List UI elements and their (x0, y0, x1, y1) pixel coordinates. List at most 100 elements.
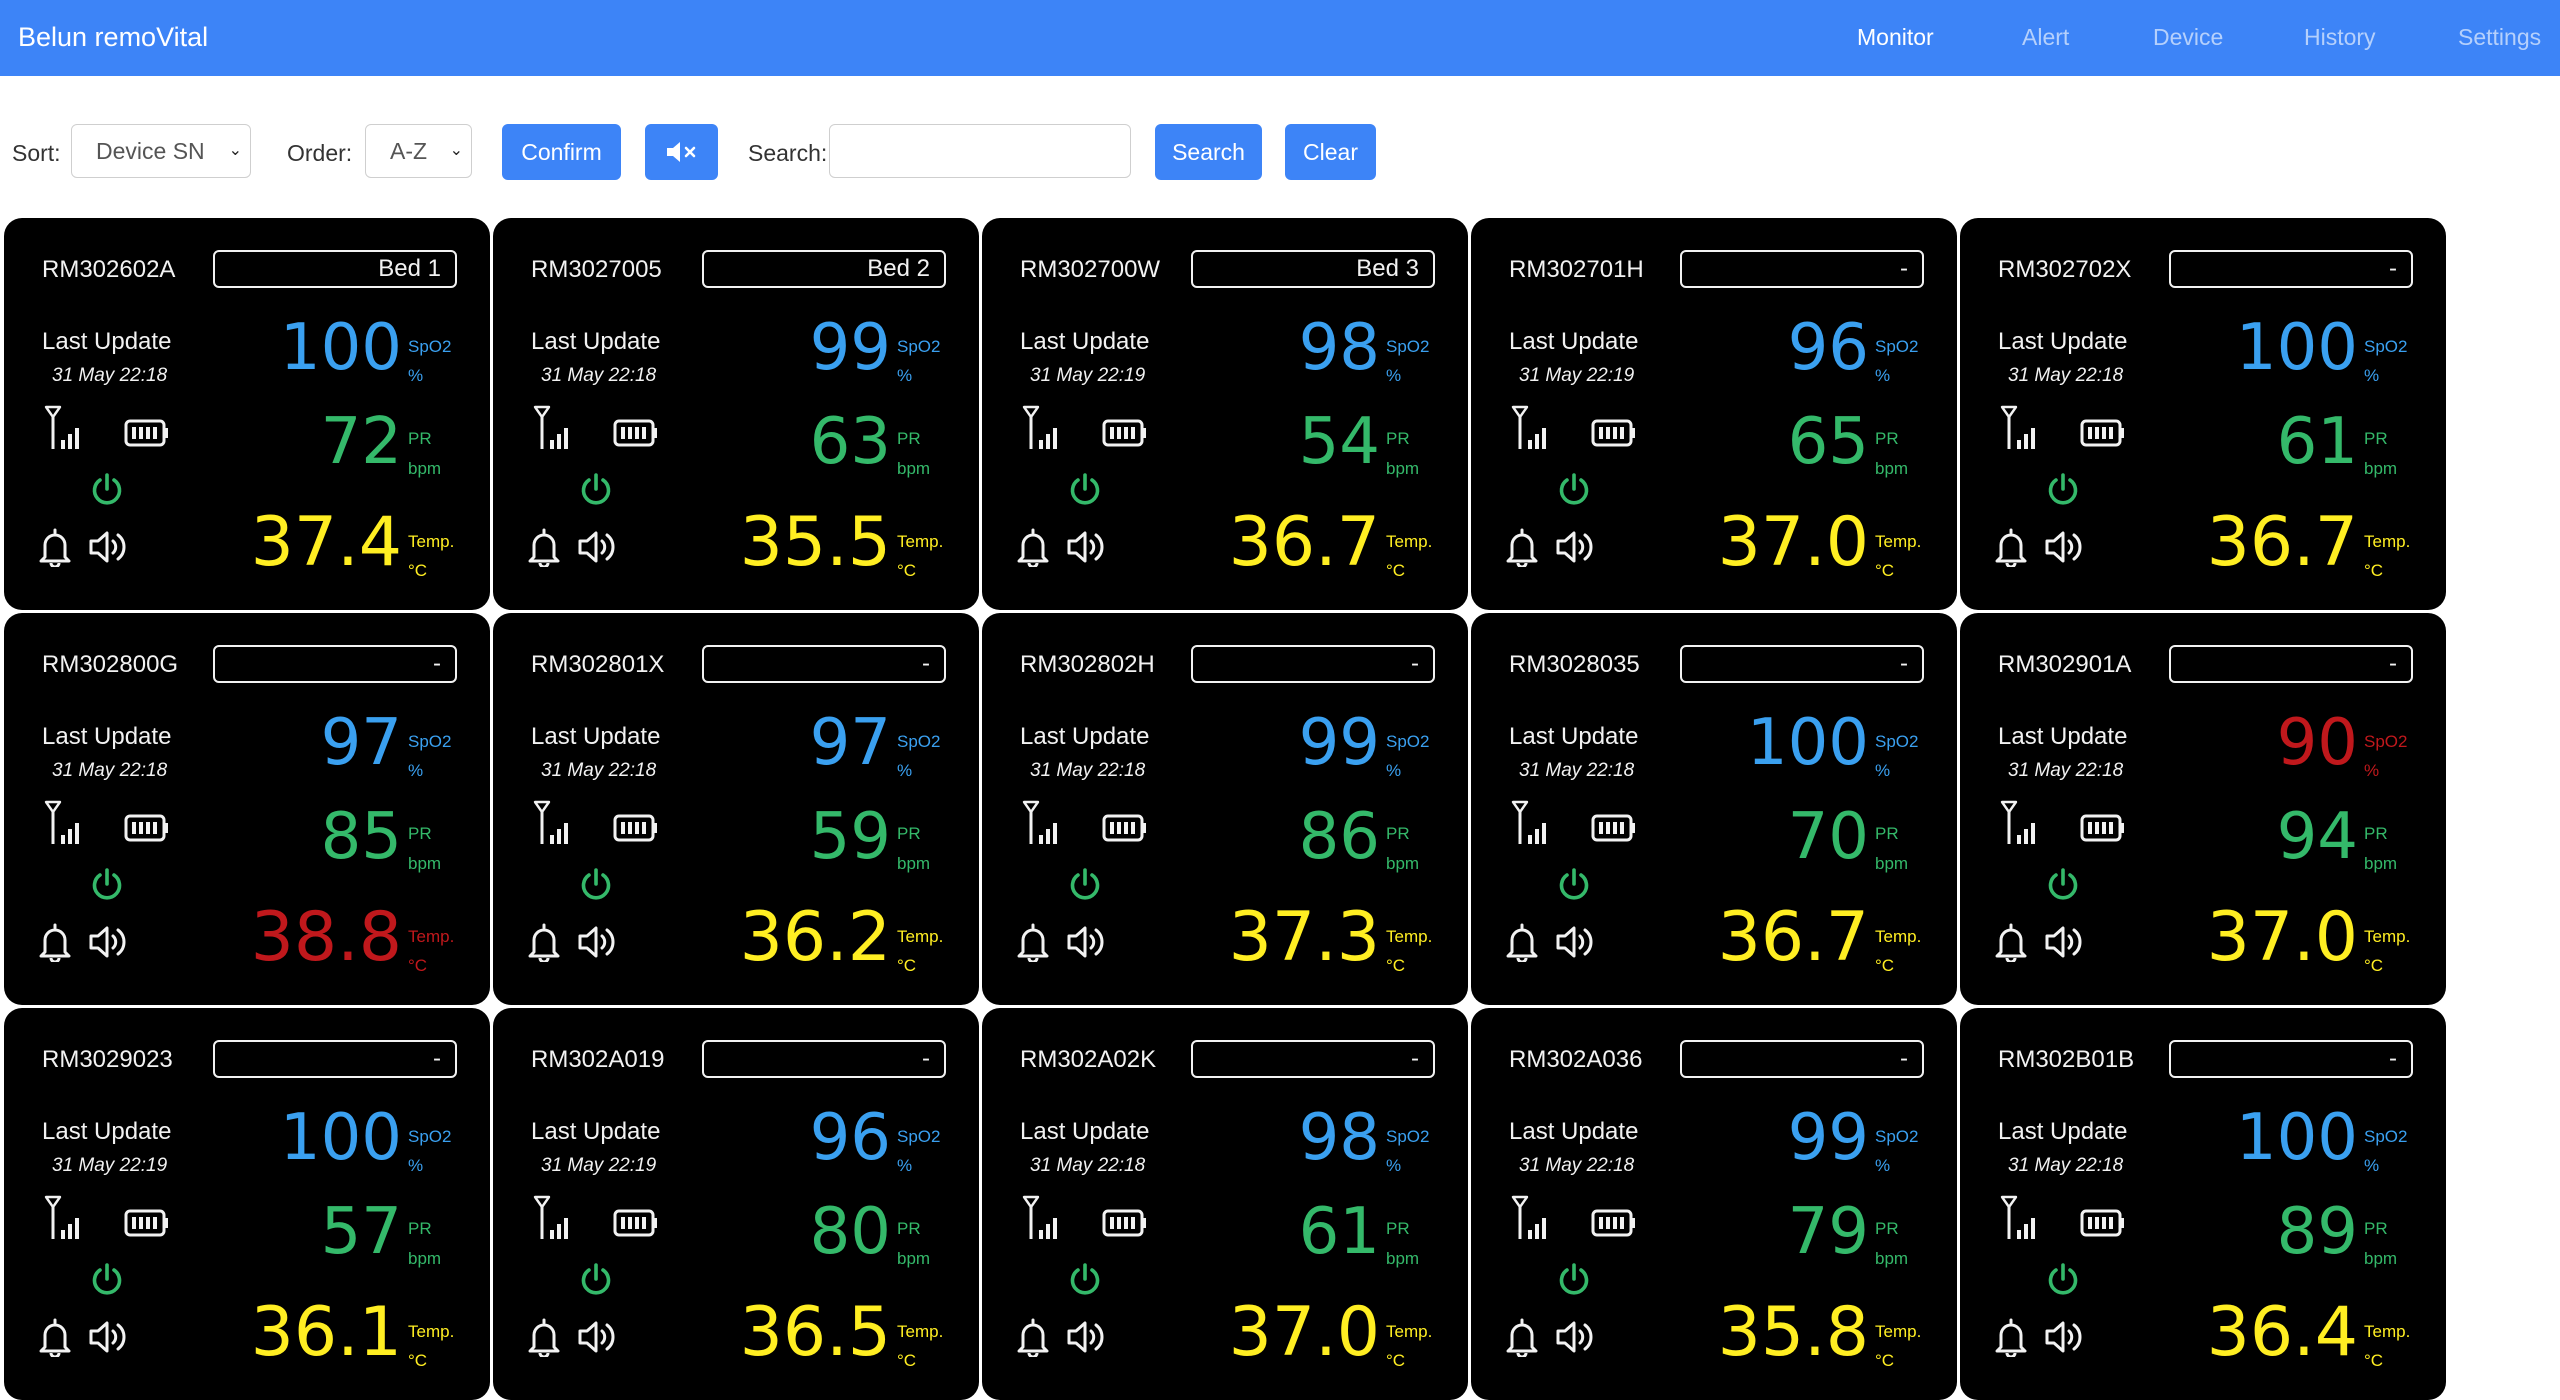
bell-icon[interactable] (1994, 1317, 2028, 1357)
device-sn: RM302901A (1998, 651, 2132, 678)
signal-icon (1022, 799, 1062, 847)
bed-label-field[interactable]: - (1191, 645, 1435, 683)
device-card[interactable]: RM302700W Bed 3 Last Update 31 May 22:19 (982, 218, 1468, 610)
sort-select[interactable]: Device SN ⌄ (71, 124, 251, 178)
bell-icon[interactable] (527, 527, 561, 567)
device-card[interactable]: RM3029023 - Last Update 31 May 22:19 (4, 1008, 490, 1400)
bell-icon[interactable] (1994, 922, 2028, 962)
speaker-icon[interactable] (1066, 924, 1108, 960)
spo2-value: 98 (1298, 311, 1380, 385)
bell-icon[interactable] (1994, 527, 2028, 567)
pr-unit-label: PR (2364, 429, 2388, 448)
device-card[interactable]: RM302702X - Last Update 31 May 22:18 (1960, 218, 2446, 610)
nav-monitor[interactable]: Monitor (1857, 24, 1934, 50)
device-card[interactable]: RM302602A Bed 1 Last Update 31 May 22:18 (4, 218, 490, 610)
device-card[interactable]: RM3028035 - Last Update 31 May 22:18 (1471, 613, 1957, 1005)
speaker-icon[interactable] (577, 529, 619, 565)
device-card[interactable]: RM302A02K - Last Update 31 May 22:18 (982, 1008, 1468, 1400)
bell-icon[interactable] (1016, 527, 1050, 567)
speaker-icon[interactable] (1555, 924, 1597, 960)
spo2-value: 100 (279, 1101, 402, 1175)
bed-label-field[interactable]: - (702, 1040, 946, 1078)
temp-value: 36.4 (2206, 1293, 2358, 1372)
speaker-icon[interactable] (577, 1319, 619, 1355)
speaker-icon[interactable] (1555, 1319, 1597, 1355)
search-button[interactable]: Search (1155, 124, 1262, 180)
bell-icon[interactable] (1505, 922, 1539, 962)
device-card[interactable]: RM3027005 Bed 2 Last Update 31 May 22:18 (493, 218, 979, 610)
device-sn: RM3028035 (1509, 651, 1640, 678)
mute-button[interactable] (645, 124, 718, 180)
spo2-unit-label: SpO2 (1386, 1127, 1430, 1146)
bell-icon[interactable] (1016, 1317, 1050, 1357)
device-card[interactable]: RM302B01B - Last Update 31 May 22:18 (1960, 1008, 2446, 1400)
bell-icon[interactable] (1505, 1317, 1539, 1357)
nav-alert[interactable]: Alert (2022, 24, 2070, 50)
pr-unit-label: PR (897, 1219, 921, 1238)
device-card[interactable]: RM302802H - Last Update 31 May 22:18 (982, 613, 1468, 1005)
bell-icon[interactable] (527, 922, 561, 962)
speaker-icon[interactable] (88, 1319, 130, 1355)
bell-icon[interactable] (38, 922, 72, 962)
bell-icon[interactable] (38, 527, 72, 567)
power-icon (1555, 1261, 1593, 1299)
bell-icon[interactable] (1505, 527, 1539, 567)
pr-unit-bpm: bpm (408, 1249, 442, 1268)
spo2-unit-percent: % (408, 761, 424, 780)
pr-value: 65 (1787, 405, 1869, 479)
bed-label-field[interactable]: - (702, 645, 946, 683)
speaker-icon[interactable] (1066, 1319, 1108, 1355)
bell-icon[interactable] (527, 1317, 561, 1357)
bell-icon[interactable] (1016, 922, 1050, 962)
bed-label-field[interactable]: - (213, 1040, 457, 1078)
power-icon (577, 866, 615, 904)
speaker-icon[interactable] (577, 924, 619, 960)
nav-history[interactable]: History (2304, 24, 2376, 50)
device-card[interactable]: RM302901A - Last Update 31 May 22:18 (1960, 613, 2446, 1005)
bed-label-field[interactable]: - (1680, 250, 1924, 288)
spo2-value: 99 (809, 311, 891, 385)
speaker-icon[interactable] (1066, 529, 1108, 565)
bed-label-field[interactable]: - (1680, 1040, 1924, 1078)
battery-icon (1591, 814, 1637, 842)
device-card[interactable]: RM302801X - Last Update 31 May 22:18 (493, 613, 979, 1005)
signal-icon (1511, 404, 1551, 452)
bed-label-field[interactable]: Bed 1 (213, 250, 457, 288)
bell-icon[interactable] (38, 1317, 72, 1357)
pr-value: 85 (320, 800, 402, 874)
speaker-icon[interactable] (88, 924, 130, 960)
speaker-icon[interactable] (2044, 924, 2086, 960)
bed-label-field[interactable]: - (2169, 1040, 2413, 1078)
device-card[interactable]: RM302A036 - Last Update 31 May 22:18 (1471, 1008, 1957, 1400)
device-card[interactable]: RM302701H - Last Update 31 May 22:19 (1471, 218, 1957, 610)
device-card[interactable]: RM302A019 - Last Update 31 May 22:19 (493, 1008, 979, 1400)
pr-unit-label: PR (1875, 1219, 1899, 1238)
spo2-unit-percent: % (1386, 366, 1402, 385)
bed-label-field[interactable]: Bed 3 (1191, 250, 1435, 288)
speaker-icon[interactable] (2044, 529, 2086, 565)
spo2-unit-label: SpO2 (1875, 732, 1919, 751)
app-title: Belun remoVital (18, 22, 209, 52)
pr-unit-label: PR (1875, 429, 1899, 448)
search-input[interactable] (829, 124, 1131, 178)
confirm-button[interactable]: Confirm (502, 124, 621, 180)
bed-label-field[interactable]: - (2169, 645, 2413, 683)
bed-label-field[interactable]: - (213, 645, 457, 683)
bed-label-field[interactable]: - (2169, 250, 2413, 288)
clear-button[interactable]: Clear (1285, 124, 1376, 180)
speaker-icon[interactable] (1555, 529, 1597, 565)
signal-icon (44, 404, 84, 452)
pr-unit-label: PR (1386, 429, 1410, 448)
nav-settings[interactable]: Settings (2458, 24, 2542, 50)
pr-value: 54 (1298, 405, 1380, 479)
toolbar: Sort: Device SN ⌄ Order: A-Z ⌄ Confirm S… (0, 122, 2560, 182)
device-card[interactable]: RM302800G - Last Update 31 May 22:18 (4, 613, 490, 1005)
bed-label-field[interactable]: - (1191, 1040, 1435, 1078)
order-select[interactable]: A-Z ⌄ (365, 124, 472, 178)
speaker-icon[interactable] (2044, 1319, 2086, 1355)
bed-label-field[interactable]: Bed 2 (702, 250, 946, 288)
speaker-icon[interactable] (88, 529, 130, 565)
bed-label-field[interactable]: - (1680, 645, 1924, 683)
temp-unit-celsius: °C (1386, 1351, 1406, 1370)
nav-device[interactable]: Device (2153, 24, 2224, 50)
